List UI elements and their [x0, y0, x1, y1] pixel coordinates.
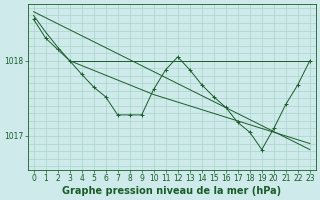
X-axis label: Graphe pression niveau de la mer (hPa): Graphe pression niveau de la mer (hPa) [62, 186, 281, 196]
